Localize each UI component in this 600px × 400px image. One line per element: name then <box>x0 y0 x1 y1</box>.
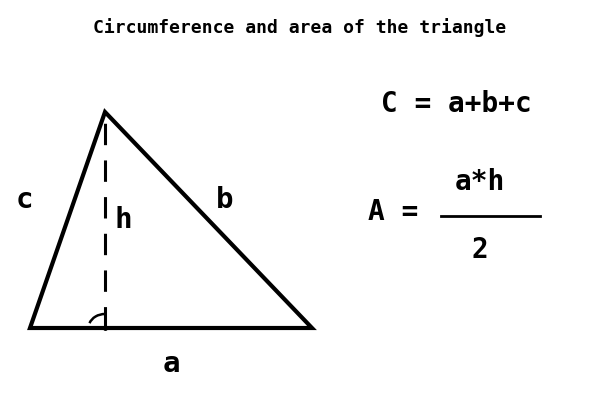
Text: c: c <box>15 186 33 214</box>
Text: a*h: a*h <box>455 168 505 196</box>
Text: b: b <box>216 186 234 214</box>
Text: a: a <box>162 350 180 378</box>
Text: 2: 2 <box>472 236 488 264</box>
Text: h: h <box>114 206 132 234</box>
Text: A =: A = <box>368 198 418 226</box>
Text: Circumference and area of the triangle: Circumference and area of the triangle <box>94 18 506 38</box>
Text: C = a+b+c: C = a+b+c <box>380 90 532 118</box>
